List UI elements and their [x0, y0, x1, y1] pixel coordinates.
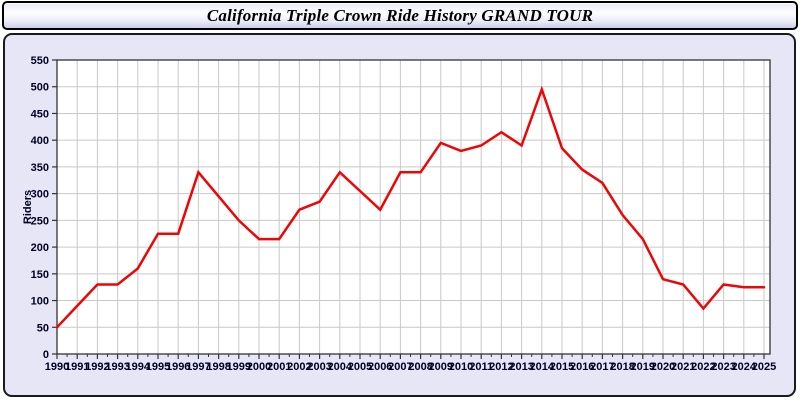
- svg-text:50: 50: [37, 322, 49, 334]
- svg-text:450: 450: [31, 108, 49, 120]
- svg-text:2007: 2007: [388, 361, 412, 373]
- svg-text:2003: 2003: [307, 361, 331, 373]
- plot-border: [56, 59, 771, 355]
- svg-text:2020: 2020: [651, 361, 675, 373]
- svg-text:0: 0: [43, 349, 49, 361]
- y-axis-title: Riders: [22, 190, 34, 224]
- riders-line: [55, 85, 766, 329]
- x-axis-labels: 1990199119921993199419951996199719981999…: [45, 361, 776, 373]
- svg-text:1991: 1991: [65, 361, 89, 373]
- svg-text:2008: 2008: [408, 361, 432, 373]
- svg-text:150: 150: [31, 269, 49, 281]
- svg-text:1999: 1999: [227, 361, 251, 373]
- svg-text:2001: 2001: [267, 361, 291, 373]
- svg-text:2018: 2018: [610, 361, 634, 373]
- svg-text:550: 550: [31, 55, 49, 67]
- svg-text:400: 400: [31, 135, 49, 147]
- svg-text:1995: 1995: [146, 361, 170, 373]
- svg-text:2005: 2005: [348, 361, 372, 373]
- svg-text:2012: 2012: [489, 361, 513, 373]
- svg-text:1994: 1994: [126, 361, 151, 373]
- svg-text:250: 250: [31, 215, 49, 227]
- svg-text:1996: 1996: [166, 361, 190, 373]
- chart-title: California Triple Crown Ride History GRA…: [206, 5, 594, 25]
- y-axis-labels: 0 50 100 150 200 250 300 350 400 450 500 550: [31, 55, 49, 361]
- svg-text:1992: 1992: [85, 361, 109, 373]
- svg-text:100: 100: [31, 296, 49, 308]
- svg-text:2002: 2002: [287, 361, 311, 373]
- svg-text:1997: 1997: [186, 361, 210, 373]
- svg-text:2019: 2019: [631, 361, 655, 373]
- svg-text:1998: 1998: [206, 361, 230, 373]
- chart-title-bar: California Triple Crown Ride History GRA…: [2, 1, 798, 30]
- svg-text:350: 350: [31, 162, 49, 174]
- svg-text:1990: 1990: [45, 361, 69, 373]
- svg-text:2015: 2015: [550, 361, 574, 373]
- svg-text:2025: 2025: [752, 361, 776, 373]
- svg-text:2011: 2011: [469, 361, 493, 373]
- svg-text:2023: 2023: [711, 361, 735, 373]
- svg-text:500: 500: [31, 82, 49, 94]
- svg-text:2021: 2021: [671, 361, 695, 373]
- svg-text:2009: 2009: [429, 361, 453, 373]
- svg-text:1993: 1993: [105, 361, 129, 373]
- svg-text:2010: 2010: [449, 361, 473, 373]
- svg-text:2004: 2004: [328, 361, 353, 373]
- svg-text:2000: 2000: [247, 361, 271, 373]
- svg-text:2016: 2016: [570, 361, 594, 373]
- svg-text:200: 200: [31, 242, 49, 254]
- svg-text:2014: 2014: [530, 361, 555, 373]
- svg-text:2013: 2013: [509, 361, 533, 373]
- svg-text:2006: 2006: [368, 361, 392, 373]
- svg-text:300: 300: [31, 189, 49, 201]
- svg-text:2022: 2022: [691, 361, 715, 373]
- grid-lines: [56, 60, 770, 354]
- svg-text:2024: 2024: [732, 361, 757, 373]
- svg-text:2017: 2017: [590, 361, 614, 373]
